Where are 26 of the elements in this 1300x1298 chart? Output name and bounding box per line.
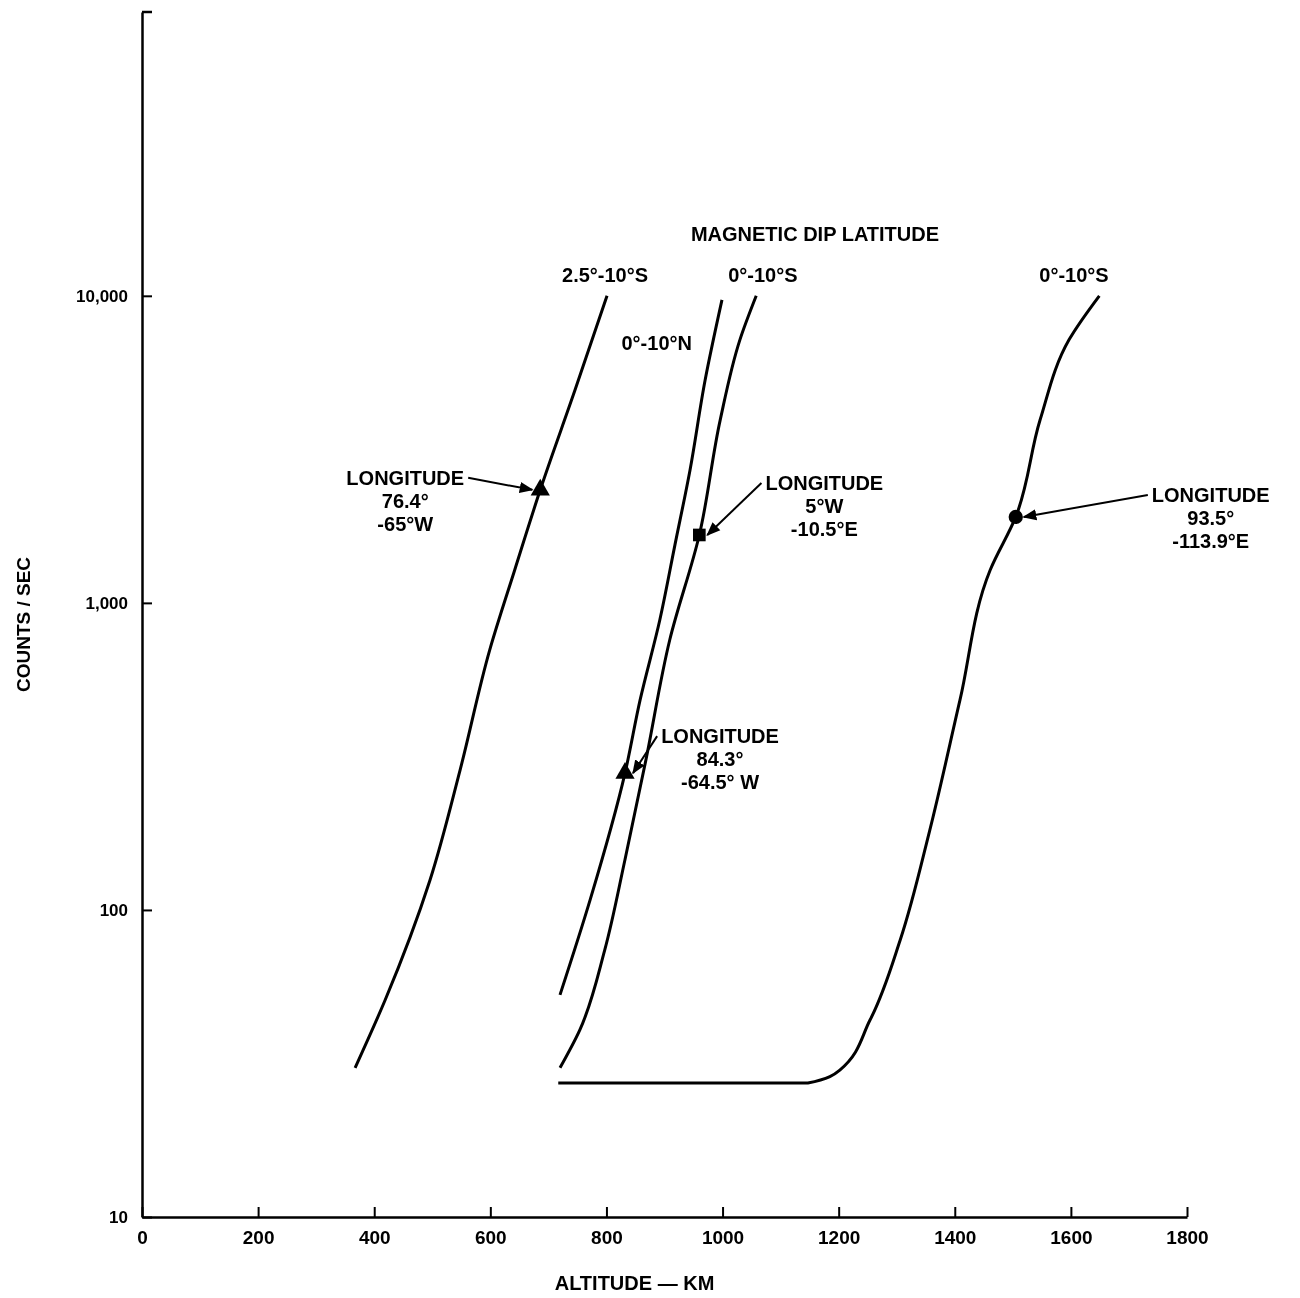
annotation: LONGITUDE 5°W -10.5°E [765, 471, 884, 540]
annotation: LONGITUDE 93.5° -113.9°E [1151, 483, 1270, 552]
y-tick-label: 1,000 [85, 594, 128, 614]
x-tick-label: 200 [242, 1227, 275, 1249]
x-tick-label: 400 [358, 1227, 391, 1249]
series-label: 0°-10°S [728, 263, 798, 286]
y-axis-title: COUNTS / SEC [13, 556, 34, 693]
y-tick-label: 100 [99, 901, 128, 921]
annotation: LONGITUDE 84.3° -64.5° W [661, 725, 779, 794]
x-tick-label: 600 [474, 1227, 507, 1249]
series-label: 0°-10°N [621, 331, 692, 354]
x-axis-title: ALTITUDE — KM [554, 1272, 715, 1294]
line-series [556, 294, 1101, 1085]
y-tick-label: 10,000 [76, 287, 128, 307]
x-tick-label: 1600 [1050, 1227, 1093, 1249]
annotation: LONGITUDE 76.4° -65°W [346, 466, 465, 535]
x-tick-label: 1000 [701, 1227, 745, 1249]
x-tick-label: 1400 [934, 1227, 977, 1249]
x-tick-label: 0 [137, 1227, 148, 1249]
x-tick-label: 800 [591, 1227, 623, 1249]
y-tick-label: 10 [109, 1208, 128, 1228]
x-tick-label: 1800 [1166, 1227, 1209, 1249]
series-label: 2.5°-10°S [562, 263, 649, 286]
legend-title: MAGNETIC DIP LATITUDE [690, 223, 940, 245]
x-tick-label: 1200 [818, 1227, 861, 1249]
series-label: 0°-10°S [1039, 263, 1109, 286]
